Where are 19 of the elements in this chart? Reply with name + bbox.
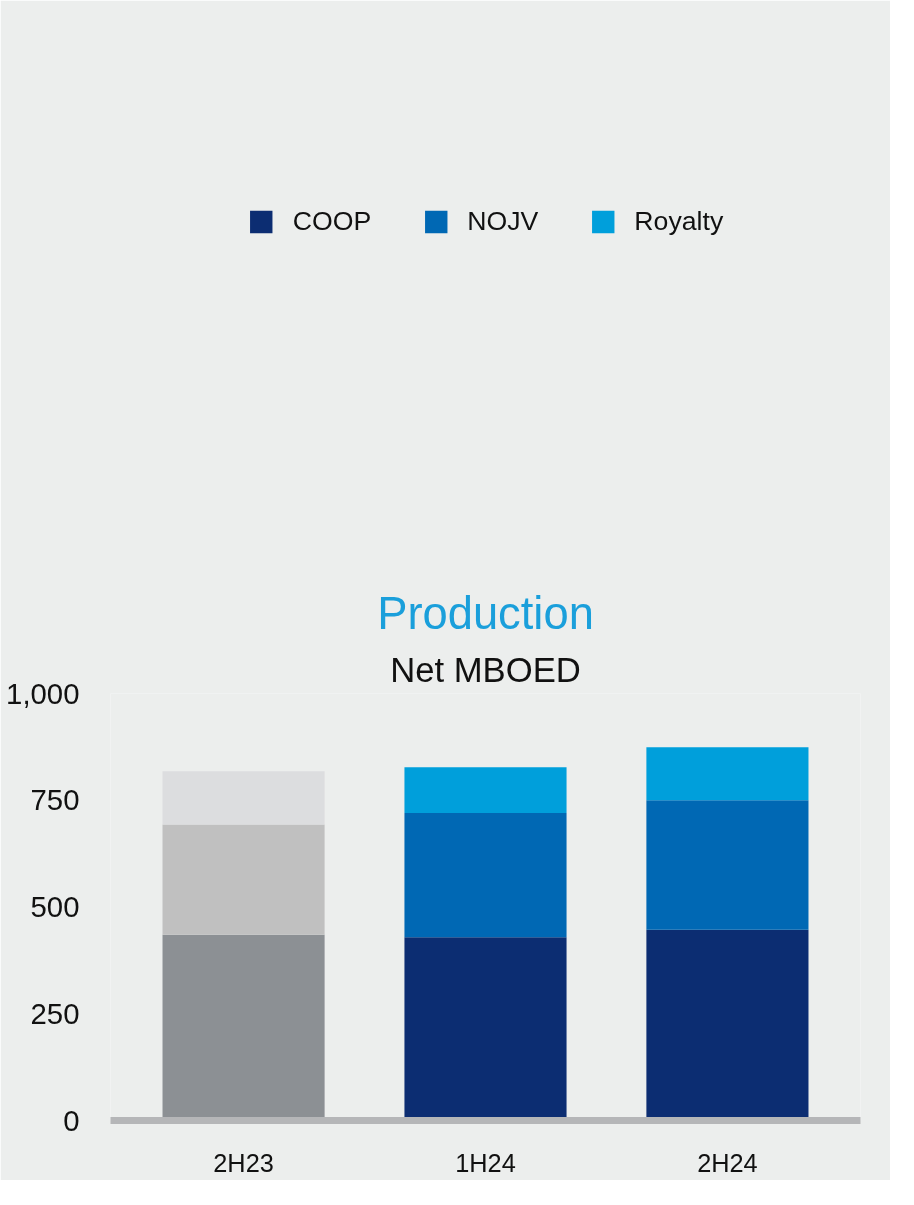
y-tick-label: 750	[30, 783, 80, 817]
bar	[646, 800, 809, 930]
x-tick-label: 1H24	[455, 1148, 516, 1177]
bar	[162, 824, 325, 935]
y-tick-label: 250	[30, 996, 80, 1030]
y-tick-label: 0	[63, 1103, 80, 1137]
bar	[646, 747, 809, 801]
bar	[404, 813, 567, 938]
bar	[162, 771, 325, 825]
bar	[404, 767, 567, 814]
legend-label: COOP	[292, 205, 372, 237]
y-tick-label: 1,000	[6, 676, 80, 710]
x-tick-label: 2H23	[213, 1148, 274, 1177]
y-tick-label: 500	[30, 890, 80, 923]
x-tick-label: 2H24	[697, 1148, 758, 1177]
legend-label: NOJV	[467, 205, 539, 237]
legend-label: Royalty	[634, 205, 724, 237]
chart-subtitle: Net MBOED	[390, 650, 581, 689]
chart-title: Production	[377, 587, 594, 639]
